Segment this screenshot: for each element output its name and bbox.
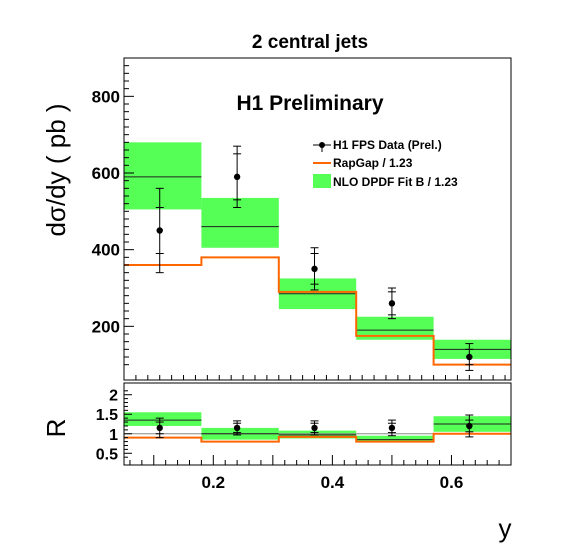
top-x-ticks — [123, 375, 506, 380]
top-band-bin — [356, 316, 434, 340]
top-nlo-band — [124, 142, 511, 359]
ratio-y-tick-label: 1.5 — [96, 407, 118, 424]
top-y-tick-label: 800 — [92, 87, 120, 106]
top-nlo-central-line — [124, 176, 511, 350]
ratio-x-ticks: 0.2 0.4 0.6 — [129, 455, 512, 492]
top-band-bin — [201, 197, 279, 248]
top-y-tick-label: 600 — [92, 164, 120, 183]
top-rapgap-path — [124, 256, 511, 366]
legend-label-data: H1 FPS Data (Prel.) — [333, 138, 442, 152]
ratio-x-tick-label: 0.6 — [440, 473, 464, 492]
top-data-point — [466, 353, 473, 361]
x-axis-title: y — [499, 513, 512, 543]
legend: H1 FPS Data (Prel.) RapGap / 1.23 NLO DP… — [313, 138, 458, 189]
bot-data-point — [233, 424, 241, 432]
bot-band-bin — [356, 435, 434, 443]
y-axis-title: dσ/dy ( pb ) — [41, 103, 71, 236]
legend-nlo-swatch — [313, 174, 331, 188]
top-data-point — [233, 173, 241, 181]
top-data-points — [155, 145, 474, 371]
ratio-y-tick-label: 2 — [109, 388, 118, 405]
ratio-y-ticks: 0.5 1 1.5 2 — [96, 388, 132, 463]
top-data-point — [156, 227, 163, 234]
bot-frame-rect — [123, 382, 512, 466]
ratio-data-points — [155, 414, 474, 439]
bot-rapgap-path — [124, 432, 511, 443]
top-y-tick-label: 200 — [92, 317, 120, 336]
top-rapgap-step — [124, 256, 511, 366]
top-band-bin — [124, 142, 202, 210]
legend-label-nlo: NLO DPDF Fit B / 1.23 — [333, 175, 458, 189]
top-y-tick-label: 400 — [92, 241, 120, 260]
preliminary-label: H1 Preliminary — [236, 92, 383, 115]
top-data-point — [311, 265, 318, 273]
chart-title: 2 central jets — [252, 32, 368, 53]
bot-data-point — [311, 424, 318, 432]
ratio-axis-title: R — [41, 419, 71, 438]
bot-band-bin — [124, 412, 202, 426]
top-y-ticks: 200 400 600 800 — [92, 57, 134, 366]
bot-data-point — [388, 424, 396, 432]
ratio-rapgap-step — [124, 432, 511, 443]
ratio-frame — [123, 382, 512, 466]
ratio-x-tick-label: 0.2 — [201, 473, 225, 492]
top-data-point — [388, 300, 396, 307]
legend-data-marker — [319, 142, 325, 148]
legend-label-rapgap: RapGap / 1.23 — [333, 156, 413, 170]
ratio-y-tick-label: 1 — [109, 427, 118, 444]
ratio-x-tick-label: 0.4 — [321, 473, 345, 492]
ratio-y-tick-label: 0.5 — [96, 446, 118, 463]
bot-data-point — [156, 424, 163, 432]
bot-data-point — [466, 422, 473, 430]
